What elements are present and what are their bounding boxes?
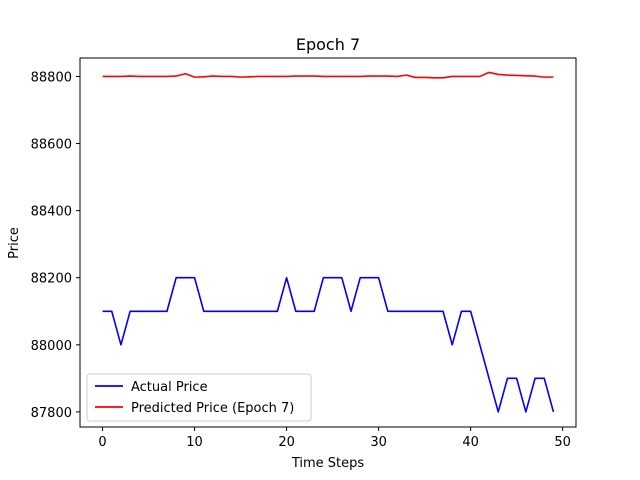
legend-box — [86, 373, 312, 422]
x-tick-label: 30 — [370, 435, 387, 450]
x-axis-ticks: 0 10 20 30 40 50 — [98, 427, 571, 450]
x-tick-label: 40 — [462, 435, 479, 450]
y-tick-label: 88800 — [31, 70, 72, 85]
legend-label-actual: Actual Price — [131, 380, 208, 395]
chart-title: Epoch 7 — [296, 35, 360, 54]
y-tick-label: 88400 — [31, 205, 72, 220]
x-tick-label: 0 — [98, 435, 106, 450]
plot-frame — [79, 57, 577, 428]
y-tick-label: 87800 — [31, 406, 72, 421]
legend: Actual Price Predicted Price (Epoch 7) — [86, 373, 312, 422]
y-tick-label: 88200 — [31, 272, 72, 287]
plot-area — [102, 71, 555, 413]
legend-label-predicted: Predicted Price (Epoch 7) — [131, 401, 294, 416]
series-layer — [102, 71, 555, 413]
y-axis-label: Price — [7, 227, 22, 259]
y-axis-ticks: 87800 88000 88200 88400 88600 88800 — [31, 70, 80, 421]
series-line-predicted-price — [102, 71, 554, 79]
series-line-actual-price — [102, 276, 555, 413]
x-tick-label: 50 — [554, 435, 571, 450]
x-tick-label: 20 — [278, 435, 295, 450]
x-axis-label: Time Steps — [291, 456, 365, 471]
y-tick-label: 88000 — [31, 339, 72, 354]
y-tick-label: 88600 — [31, 138, 72, 153]
x-tick-label: 10 — [186, 435, 203, 450]
